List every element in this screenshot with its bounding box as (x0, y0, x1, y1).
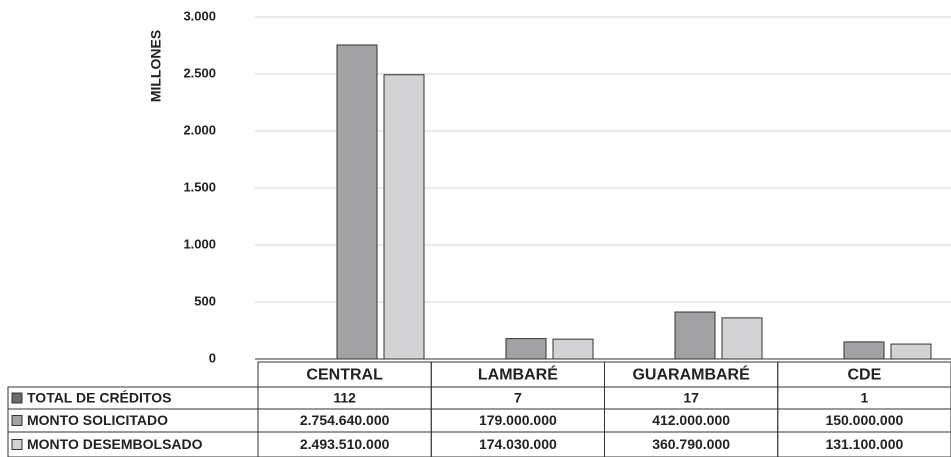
y-tick-label: 1.500 (183, 179, 216, 194)
bar (336, 44, 378, 360)
legend-label: TOTAL DE CRÉDITOS (27, 390, 171, 406)
table-value: 131.100.000 (825, 436, 903, 452)
table-cell (7, 431, 259, 457)
bar (890, 343, 932, 360)
y-tick-label: 0 (209, 350, 216, 365)
legend-swatch (11, 392, 23, 404)
y-tick-label: 3.000 (183, 8, 216, 23)
y-axis-label: MILLONES (148, 30, 164, 102)
table-value: 112 (333, 390, 356, 406)
bar (674, 311, 716, 360)
table-value: 2.493.510.000 (300, 436, 390, 452)
bar (552, 338, 594, 360)
bar (505, 338, 547, 360)
legend-swatch (11, 439, 23, 450)
table-value: 17 (683, 390, 699, 406)
category-label: LAMBARÉ (478, 365, 558, 384)
category-label: CENTRAL (306, 367, 383, 384)
category-label: GUARAMBARÉ (632, 365, 750, 384)
y-tick-label: 500 (194, 293, 216, 308)
bar (383, 74, 425, 360)
category-label: CDE (847, 367, 881, 384)
table-value: 7 (514, 390, 522, 406)
bar (721, 317, 763, 360)
table-value: 179.000.000 (479, 412, 557, 428)
y-tick-label: 2.500 (183, 65, 216, 80)
legend-label: MONTO SOLICITADO (27, 412, 168, 428)
bar (843, 341, 885, 360)
table-value: 2.754.640.000 (300, 412, 390, 428)
legend-label: MONTO DESEMBOLSADO (27, 436, 203, 452)
table-value: 360.790.000 (652, 436, 730, 452)
table-value: 174.030.000 (479, 436, 557, 452)
table-cell (777, 431, 951, 457)
y-tick-label: 2.000 (183, 122, 216, 137)
legend-swatch (11, 415, 23, 426)
table-value: 412.000.000 (652, 412, 730, 428)
y-tick-label: 1.000 (183, 236, 216, 251)
table-value: 1 (860, 390, 868, 406)
table-value: 150.000.000 (825, 412, 903, 428)
